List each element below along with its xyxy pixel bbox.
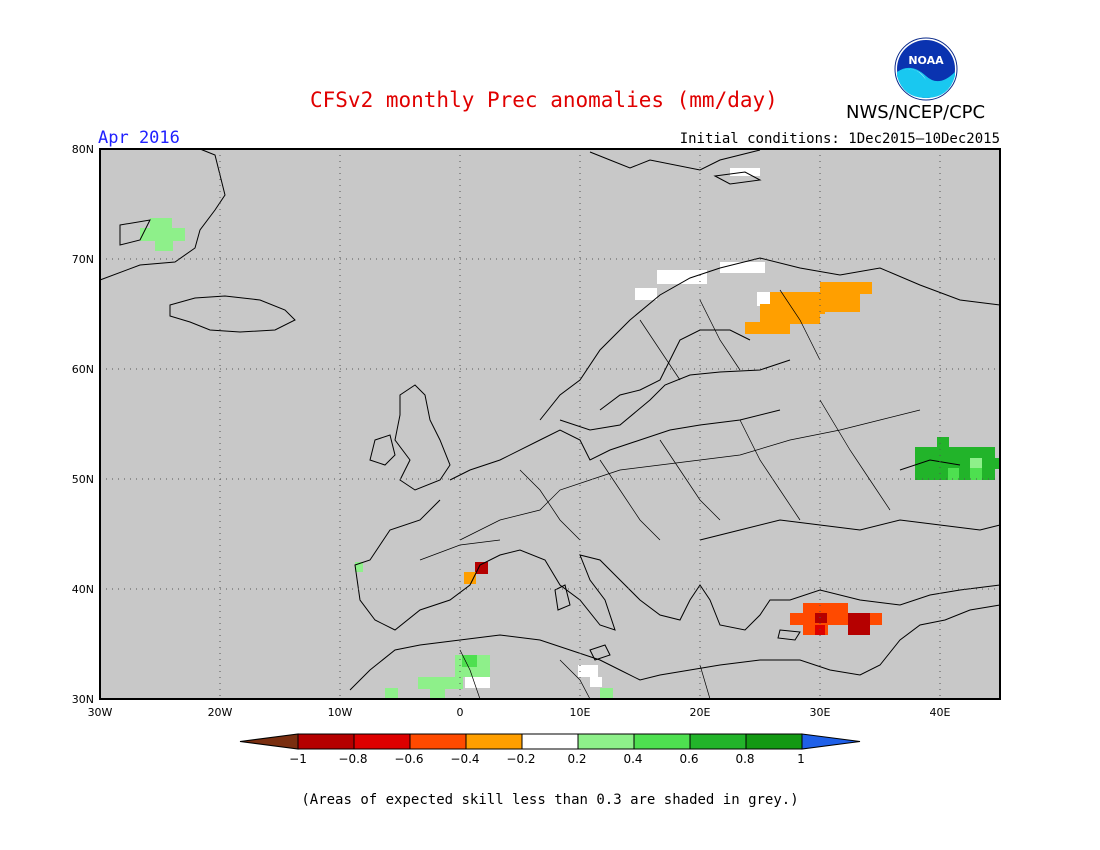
lon-label-0: 0 (457, 706, 464, 719)
legend-swatches (239, 733, 861, 750)
legend-tick: 0.6 (679, 752, 698, 766)
legend-arrow-low (239, 733, 299, 750)
legend-tick: −1 (289, 752, 307, 766)
lon-label-20e: 20E (690, 706, 711, 719)
anomaly-cells (140, 168, 1001, 699)
legend-swatch (465, 733, 523, 750)
initial-conditions: Initial conditions: 1Dec2015—10Dec2015 (679, 131, 1000, 147)
legend-swatch (745, 733, 803, 750)
legend-swatch (353, 733, 411, 750)
lat-label-30n: 30N (72, 693, 94, 706)
lon-label-40e: 40E (930, 706, 951, 719)
skill-footnote: (Areas of expected skill less than 0.3 a… (301, 792, 799, 808)
lon-label-30w: 30W (88, 706, 113, 719)
lat-labels: 80N 70N 60N 50N 40N 30N (72, 143, 94, 706)
legend-tick: 1 (797, 752, 805, 766)
legend-tick: 0.2 (567, 752, 586, 766)
legend-swatch (409, 733, 467, 750)
legend-arrow-high (801, 733, 861, 750)
legend-swatch (297, 733, 355, 750)
legend-swatch (633, 733, 691, 750)
legend-swatch (577, 733, 635, 750)
forecast-month: Apr 2016 (98, 128, 180, 148)
legend-tick: 0.8 (735, 752, 754, 766)
lon-label-20w: 20W (208, 706, 233, 719)
lat-label-80n: 80N (72, 143, 94, 156)
map-frame (99, 148, 1001, 700)
legend-tick: −0.6 (394, 752, 423, 766)
legend-tick: 0.4 (623, 752, 642, 766)
lat-label-40n: 40N (72, 583, 94, 596)
graticule (100, 149, 1000, 699)
legend-tick: −0.2 (506, 752, 535, 766)
legend-tick: −0.8 (338, 752, 367, 766)
legend-swatch (521, 733, 579, 750)
noaa-logo-text: NOAA (908, 54, 944, 67)
lon-label-30e: 30E (810, 706, 831, 719)
lon-label-10e: 10E (570, 706, 591, 719)
lat-label-70n: 70N (72, 253, 94, 266)
lon-label-10w: 10W (328, 706, 353, 719)
lat-label-50n: 50N (72, 473, 94, 486)
map-background (100, 149, 1000, 699)
legend-swatch (689, 733, 747, 750)
lon-labels: 30W 20W 10W 0 10E 20E 30E 40E (88, 706, 951, 719)
agency-label: NWS/NCEP/CPC (846, 102, 986, 123)
legend-tick: −0.4 (450, 752, 479, 766)
chart-title: CFSv2 monthly Prec anomalies (mm/day) (310, 88, 778, 112)
noaa-logo: NOAA (894, 37, 958, 101)
lat-label-60n: 60N (72, 363, 94, 376)
legend-tick-labels: −1 −0.8 −0.6 −0.4 −0.2 0.2 0.4 0.6 0.8 1 (289, 752, 805, 766)
